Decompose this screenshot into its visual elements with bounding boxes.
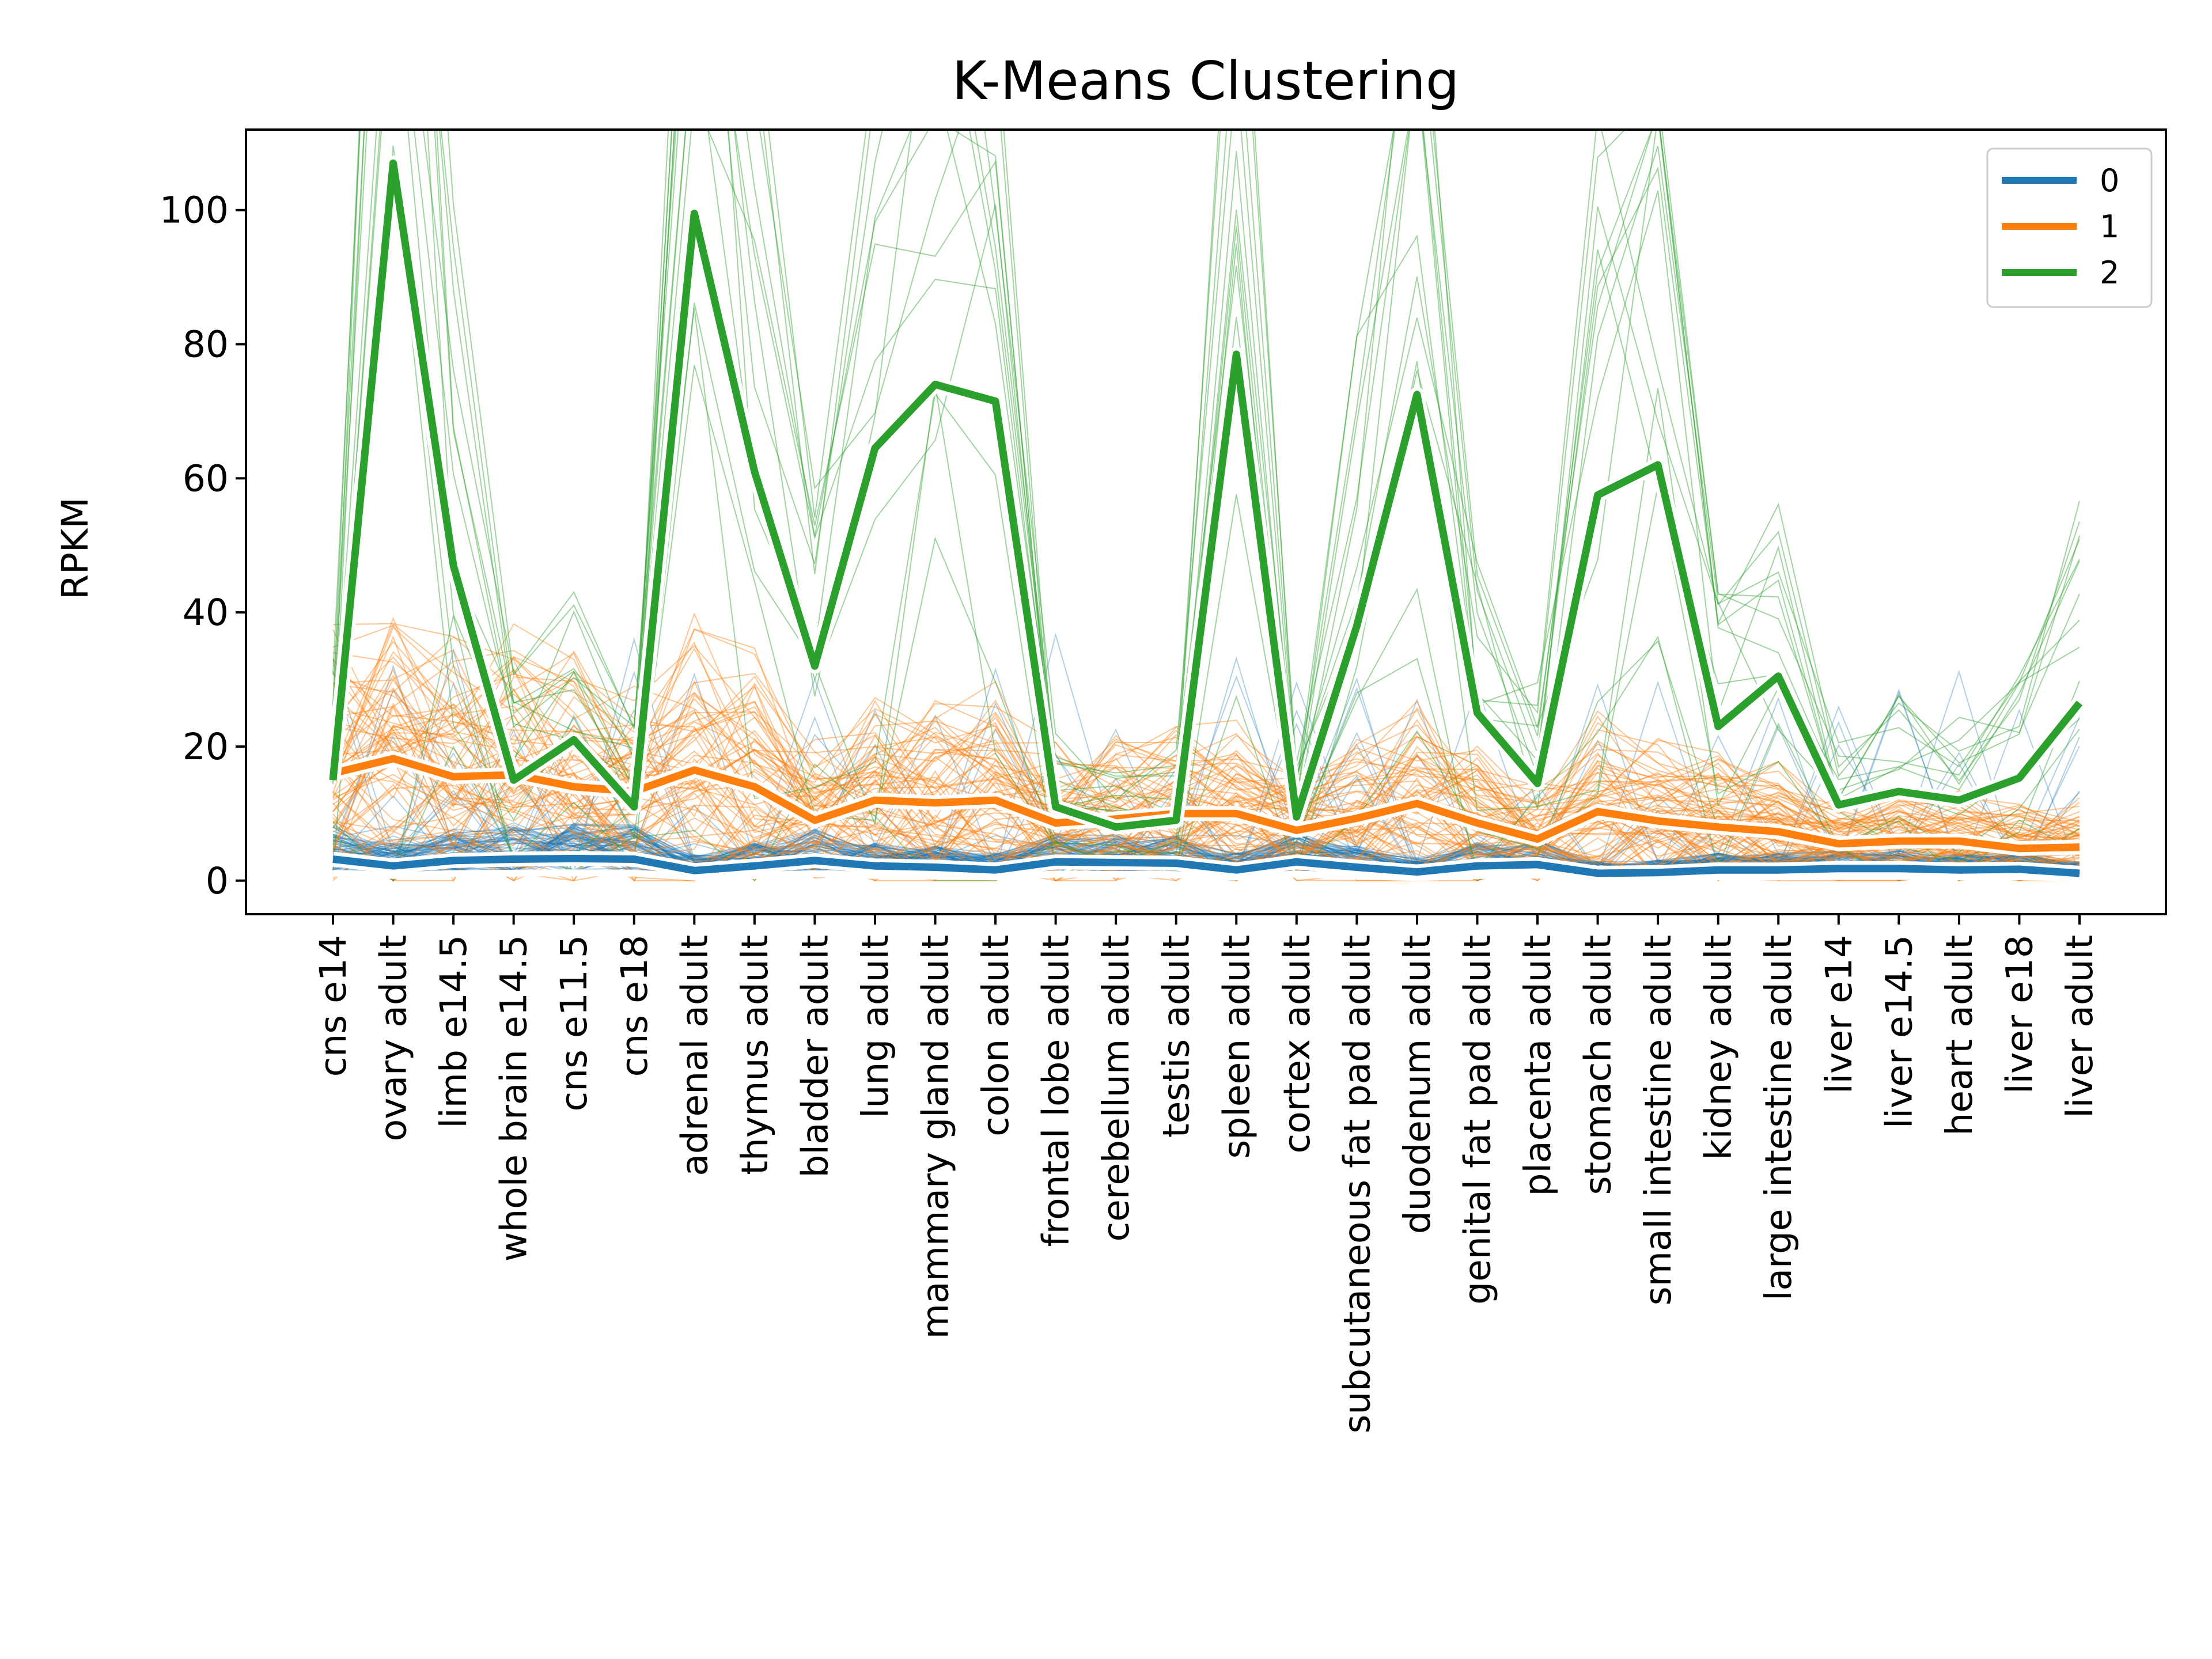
gene-profile-line-1 (332, 725, 2080, 882)
x-tick-label: testis adult (1156, 935, 1198, 1138)
gene-profile-line-1 (332, 716, 2080, 863)
x-tick-label: ovary adult (373, 935, 415, 1141)
gene-profile-line-0 (332, 824, 2080, 880)
x-tick-label: duodenum adult (1396, 935, 1438, 1234)
x-tick-label: adrenal adult (673, 935, 715, 1176)
x-tick-label: liver e14 (1818, 935, 1860, 1094)
gene-profile-line-0 (332, 709, 2080, 878)
cluster-mean-lines (325, 156, 2086, 882)
chart-title: K-Means Clustering (952, 50, 1460, 112)
legend: 0 1 2 (1986, 147, 2153, 308)
legend-label-0: 0 (2100, 162, 2119, 199)
gene-profile-line-1 (332, 641, 2080, 830)
gene-profile-line-0 (332, 752, 2080, 878)
x-tick-label: mammary gland adult (915, 935, 957, 1339)
series-2-mean-line (329, 159, 2083, 831)
y-tick-label: 40 (183, 592, 229, 634)
y-tick-label: 20 (183, 726, 229, 768)
gene-profile-line-1 (332, 628, 2080, 836)
x-tick-label: liver e18 (1998, 935, 2040, 1094)
gene-profile-line-2 (332, 130, 2080, 801)
x-tick-label: liver e14.5 (1878, 935, 1920, 1128)
x-tick-label: colon adult (975, 935, 1017, 1137)
gene-profile-line-0 (332, 823, 2080, 879)
x-tick-label: cns e14 (312, 935, 354, 1077)
gene-profile-line-1 (332, 623, 2080, 853)
gene-profile-line-1 (332, 684, 2080, 858)
gene-profile-line-1 (332, 658, 2080, 856)
gene-profile-line-1 (332, 719, 2080, 847)
gene-profile-line-0 (332, 632, 2080, 880)
gene-profile-line-2 (332, 130, 2080, 802)
x-tick-label: spleen adult (1215, 935, 1257, 1159)
gene-profile-line-2 (332, 130, 2080, 800)
gene-profile-line-2 (332, 130, 2080, 832)
x-tick-label: heart adult (1938, 935, 1980, 1136)
gene-profile-line-1 (332, 736, 2080, 867)
x-tick-label: subcutaneous fat pad adult (1336, 935, 1378, 1433)
gene-profile-line-1 (332, 623, 2080, 848)
x-tick-label: small intestine adult (1637, 935, 1679, 1305)
x-tick-label: placenta adult (1517, 935, 1559, 1196)
y-axis-ticks: 0 20 40 60 80 100 (160, 190, 246, 902)
legend-label-2: 2 (2100, 255, 2119, 291)
gene-profile-line-0 (332, 744, 2080, 879)
gene-profile-line-1 (332, 755, 2080, 875)
gene-profile-line-1 (332, 626, 2080, 839)
x-tick-label: kidney adult (1698, 935, 1740, 1160)
x-tick-label: stomach adult (1577, 935, 1619, 1195)
gene-profile-line-1 (332, 656, 2080, 855)
gene-profile-line-2 (332, 130, 2080, 816)
gene-profile-line-1 (332, 668, 2080, 866)
gene-profile-line-1 (332, 657, 2080, 844)
gene-profile-line-1 (332, 624, 2080, 836)
x-tick-label: cns e11.5 (553, 935, 595, 1111)
gene-profile-line-1 (332, 724, 2080, 882)
gene-profile-line-1 (332, 656, 2080, 831)
gene-profile-line-1 (332, 722, 2080, 858)
x-tick-label: lung adult (854, 935, 896, 1118)
gene-profile-line-1 (332, 628, 2080, 850)
gene-profile-line-1 (332, 705, 2080, 873)
gene-profile-line-1 (332, 616, 2080, 849)
x-tick-label: limb e14.5 (433, 935, 475, 1128)
series-0-mean-line (332, 854, 2080, 877)
plot-frame (245, 128, 2167, 915)
y-tick-label: 60 (183, 457, 229, 499)
x-tick-label: genital fat pad adult (1456, 935, 1498, 1305)
x-tick-label: frontal lobe adult (1035, 935, 1077, 1247)
x-axis-ticks: cns e14 ovary adult limb e14.5 whole brain … (312, 914, 2101, 1433)
gene-profile-line-0 (332, 840, 2080, 879)
y-tick-label: 0 (206, 860, 229, 902)
y-tick-label: 80 (183, 324, 229, 366)
gene-profile-line-1 (332, 674, 2080, 847)
legend-label-1: 1 (2100, 209, 2119, 245)
x-tick-label: liver adult (2059, 935, 2101, 1118)
gene-profile-line-1 (332, 692, 2080, 863)
x-tick-label: cerebellum adult (1095, 935, 1137, 1242)
gene-profile-line-1 (332, 707, 2080, 866)
gene-profile-line-1 (332, 641, 2080, 849)
x-tick-label: thymus adult (734, 935, 776, 1175)
x-tick-label: large intestine adult (1758, 935, 1800, 1301)
gene-profile-line-2 (332, 130, 2080, 820)
gene-profile-line-2 (332, 130, 2080, 809)
x-tick-label: whole brain e14.5 (493, 935, 535, 1262)
x-tick-label: cortex adult (1276, 935, 1318, 1153)
y-tick-label: 100 (160, 190, 229, 232)
gene-profile-line-1 (332, 696, 2080, 847)
x-tick-label: cns e18 (613, 935, 656, 1077)
y-axis-label: RPKM (54, 497, 96, 599)
gene-profile-line-1 (332, 709, 2080, 854)
gene-profile-line-1 (332, 612, 2080, 846)
x-tick-label: bladder adult (794, 935, 836, 1178)
gene-profile-line-0 (332, 705, 2080, 878)
gene-profile-line-1 (332, 623, 2080, 836)
